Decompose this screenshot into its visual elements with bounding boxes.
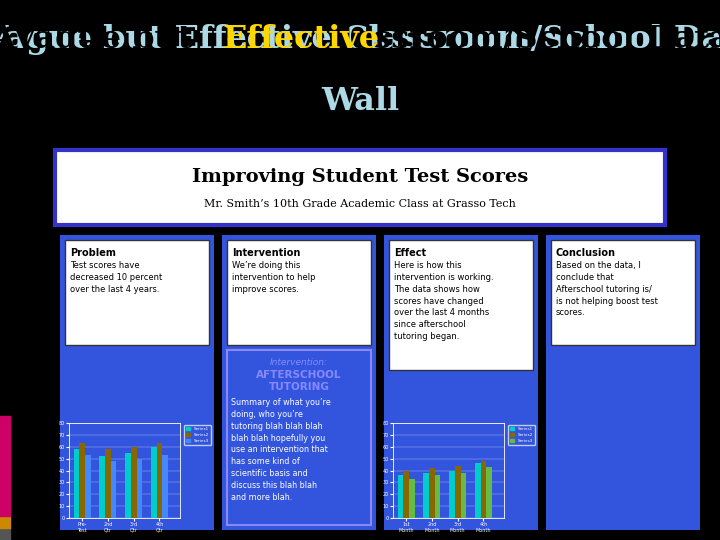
Bar [423,473,429,518]
Bar [99,456,105,518]
FancyBboxPatch shape [551,240,695,345]
Legend: Series1, Series2, Series3: Series1, Series2, Series3 [508,425,534,445]
Bar [397,475,403,518]
FancyBboxPatch shape [384,235,538,530]
Bar [486,467,492,518]
FancyBboxPatch shape [55,150,665,225]
FancyBboxPatch shape [546,235,700,530]
Bar [435,475,441,518]
Bar [79,443,85,518]
Text: Here is how this
intervention is working.
The data shows how
scores have changed: Here is how this intervention is working… [394,261,494,341]
Bar [461,473,467,518]
Text: AFTERSCHOOL
TUTORING: AFTERSCHOOL TUTORING [256,370,342,392]
Bar [455,466,461,518]
Bar [481,461,486,518]
Text: Effect: Effect [394,248,426,258]
FancyBboxPatch shape [65,240,209,345]
Text: Problem: Problem [70,248,116,258]
FancyBboxPatch shape [60,235,214,530]
Legend: Series1, Series2, Series3: Series1, Series2, Series3 [184,425,210,445]
Bar [131,447,137,518]
Bar [125,453,131,518]
Bar [105,449,111,518]
Bar [0,528,10,540]
Bar [157,443,162,518]
Text: Based on the data, I
conclude that
Afterschool tutoring is/
is not helping boost: Based on the data, I conclude that After… [556,261,658,318]
Text: AVague but Effective Classroom/School Data: AVague but Effective Classroom/School Da… [0,24,720,55]
FancyBboxPatch shape [227,350,371,525]
Text: Improving Student Test Scores: Improving Student Test Scores [192,167,528,186]
Bar [151,447,157,518]
Bar [0,416,10,516]
Text: Test scores have
decreased 10 percent
over the last 4 years.: Test scores have decreased 10 percent ov… [70,261,162,294]
Bar [111,461,117,518]
Bar [475,463,481,518]
Bar [137,458,143,518]
Text: Mr. Smith’s 10th Grade Academic Class at Grasso Tech: Mr. Smith’s 10th Grade Academic Class at… [204,199,516,210]
Text: We’re doing this
intervention to help
improve scores.: We’re doing this intervention to help im… [232,261,315,294]
Bar [403,470,409,518]
Bar [429,468,435,518]
Bar [85,455,91,518]
Bar [449,470,455,518]
Text: Summary of what you’re
doing, who you’re
tutoring blah blah blah
blah blah hopef: Summary of what you’re doing, who you’re… [231,398,330,502]
Text: Intervention:: Intervention: [270,358,328,367]
Text: AVague but           Classroom/School Data: AVague but Classroom/School Data [0,24,720,55]
Bar [409,479,415,518]
Text: Effective: Effective [222,24,380,55]
Bar [73,449,79,518]
Bar [0,516,10,528]
Bar [162,455,168,518]
FancyBboxPatch shape [389,240,533,370]
Text: Conclusion: Conclusion [556,248,616,258]
Text: Intervention: Intervention [232,248,300,258]
Text: Wall: Wall [321,85,399,117]
FancyBboxPatch shape [222,235,376,530]
FancyBboxPatch shape [227,240,371,345]
